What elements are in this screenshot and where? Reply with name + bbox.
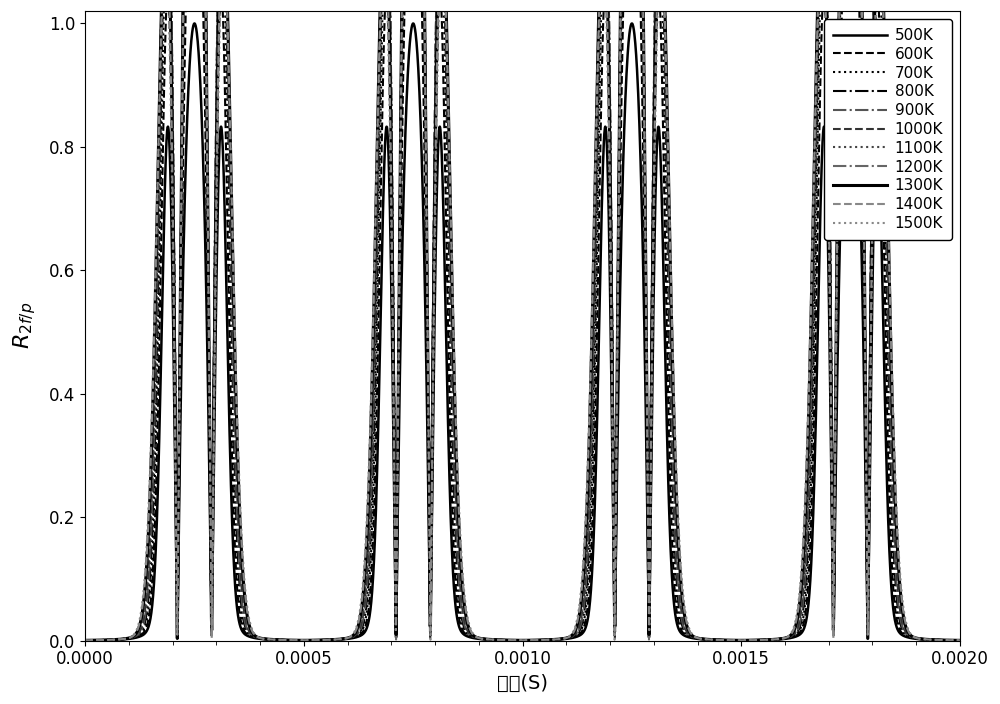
900K <box>79 636 91 645</box>
1100K <box>453 545 465 553</box>
500K <box>231 605 243 613</box>
600K <box>231 584 243 592</box>
600K <box>179 49 191 58</box>
X-axis label: 时间(S): 时间(S) <box>497 674 548 693</box>
1500K <box>79 636 91 645</box>
1100K <box>79 636 91 645</box>
1100K <box>231 467 243 475</box>
1400K <box>937 636 949 644</box>
1400K <box>231 420 243 429</box>
500K <box>179 190 191 199</box>
1200K <box>937 636 949 644</box>
700K <box>954 636 966 645</box>
Line: 1500K: 1500K <box>85 0 960 641</box>
Line: 500K: 500K <box>85 23 960 641</box>
500K <box>415 126 427 134</box>
800K <box>79 636 91 645</box>
1500K <box>954 636 966 645</box>
Line: 700K: 700K <box>85 0 960 641</box>
1200K <box>453 532 465 540</box>
Line: 1100K: 1100K <box>85 0 960 641</box>
500K <box>843 25 855 33</box>
Legend: 500K, 600K, 700K, 800K, 900K, 1000K, 1100K, 1200K, 1300K, 1400K, 1500K: 500K, 600K, 700K, 800K, 900K, 1000K, 110… <box>824 19 952 240</box>
900K <box>453 574 465 582</box>
1400K <box>79 636 91 645</box>
1300K <box>453 519 465 527</box>
Line: 1300K: 1300K <box>85 0 960 641</box>
1200K <box>79 636 91 645</box>
1200K <box>231 448 243 457</box>
500K <box>937 636 949 644</box>
1000K <box>79 636 91 645</box>
Line: 900K: 900K <box>85 0 960 641</box>
500K <box>954 636 966 645</box>
1400K <box>453 507 465 515</box>
1000K <box>231 488 243 496</box>
Y-axis label: $R_{2f/p}$: $R_{2f/p}$ <box>11 302 38 349</box>
700K <box>453 601 465 610</box>
1400K <box>954 636 966 645</box>
600K <box>79 636 91 645</box>
600K <box>954 636 966 645</box>
1500K <box>231 410 243 419</box>
800K <box>453 589 465 597</box>
Line: 800K: 800K <box>85 0 960 641</box>
Line: 1000K: 1000K <box>85 0 960 641</box>
1500K <box>453 497 465 505</box>
Line: 600K: 600K <box>85 0 960 641</box>
600K <box>937 636 949 644</box>
1300K <box>231 434 243 442</box>
500K <box>79 636 91 645</box>
1000K <box>937 636 949 644</box>
Line: 1200K: 1200K <box>85 0 960 641</box>
900K <box>231 510 243 519</box>
1000K <box>954 636 966 645</box>
1300K <box>937 636 949 644</box>
700K <box>79 636 91 645</box>
1100K <box>937 636 949 644</box>
800K <box>231 535 243 543</box>
800K <box>954 636 966 645</box>
1300K <box>954 636 966 645</box>
500K <box>453 622 465 630</box>
700K <box>231 560 243 568</box>
1000K <box>453 560 465 568</box>
900K <box>937 636 949 644</box>
1200K <box>954 636 966 645</box>
700K <box>937 636 949 644</box>
600K <box>453 612 465 621</box>
900K <box>954 636 966 645</box>
800K <box>937 636 949 644</box>
1500K <box>937 636 949 644</box>
1300K <box>79 636 91 645</box>
Line: 1400K: 1400K <box>85 0 960 641</box>
1100K <box>954 636 966 645</box>
500K <box>189 19 201 27</box>
